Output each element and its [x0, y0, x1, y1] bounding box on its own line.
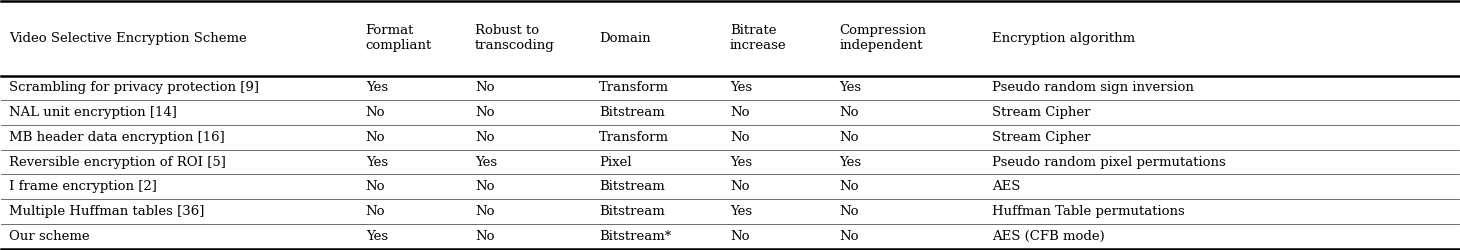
Text: Yes: Yes [365, 156, 388, 168]
Text: Stream Cipher: Stream Cipher [993, 106, 1091, 119]
Text: Transform: Transform [599, 131, 669, 144]
Text: No: No [365, 131, 385, 144]
Text: No: No [474, 180, 495, 193]
Text: AES: AES [993, 180, 1021, 193]
Text: Yes: Yes [730, 156, 752, 168]
Text: Bitstream: Bitstream [599, 106, 664, 119]
Text: No: No [839, 131, 858, 144]
Text: Pseudo random pixel permutations: Pseudo random pixel permutations [993, 156, 1226, 168]
Text: Stream Cipher: Stream Cipher [993, 131, 1091, 144]
Text: Yes: Yes [730, 82, 752, 94]
Text: Yes: Yes [839, 82, 861, 94]
Text: No: No [839, 180, 858, 193]
Text: No: No [730, 106, 749, 119]
Text: Yes: Yes [839, 156, 861, 168]
Text: Reversible encryption of ROI [5]: Reversible encryption of ROI [5] [9, 156, 225, 168]
Text: No: No [365, 205, 385, 218]
Text: Compression
independent: Compression independent [839, 24, 926, 52]
Text: Multiple Huffman tables [36]: Multiple Huffman tables [36] [9, 205, 204, 218]
Text: No: No [474, 230, 495, 243]
Text: No: No [365, 180, 385, 193]
Text: No: No [474, 205, 495, 218]
Text: No: No [730, 131, 749, 144]
Text: Robust to
transcoding: Robust to transcoding [474, 24, 555, 52]
Text: No: No [730, 180, 749, 193]
Text: No: No [839, 205, 858, 218]
Text: I frame encryption [2]: I frame encryption [2] [9, 180, 156, 193]
Text: Yes: Yes [474, 156, 496, 168]
Text: Yes: Yes [730, 205, 752, 218]
Text: Scrambling for privacy protection [9]: Scrambling for privacy protection [9] [9, 82, 258, 94]
Text: No: No [839, 230, 858, 243]
Text: AES (CFB mode): AES (CFB mode) [993, 230, 1105, 243]
Text: Pixel: Pixel [599, 156, 632, 168]
Text: Yes: Yes [365, 82, 388, 94]
Text: No: No [474, 82, 495, 94]
Text: Pseudo random sign inversion: Pseudo random sign inversion [993, 82, 1194, 94]
Text: Domain: Domain [599, 32, 651, 45]
Text: Transform: Transform [599, 82, 669, 94]
Text: Bitstream: Bitstream [599, 180, 664, 193]
Text: Video Selective Encryption Scheme: Video Selective Encryption Scheme [9, 32, 247, 45]
Text: No: No [474, 131, 495, 144]
Text: Bitrate
increase: Bitrate increase [730, 24, 787, 52]
Text: No: No [365, 106, 385, 119]
Text: Huffman Table permutations: Huffman Table permutations [993, 205, 1186, 218]
Text: No: No [730, 230, 749, 243]
Text: Bitstream*: Bitstream* [599, 230, 672, 243]
Text: Our scheme: Our scheme [9, 230, 89, 243]
Text: Bitstream: Bitstream [599, 205, 664, 218]
Text: No: No [839, 106, 858, 119]
Text: Format
compliant: Format compliant [365, 24, 432, 52]
Text: NAL unit encryption [14]: NAL unit encryption [14] [9, 106, 177, 119]
Text: No: No [474, 106, 495, 119]
Text: Yes: Yes [365, 230, 388, 243]
Text: MB header data encryption [16]: MB header data encryption [16] [9, 131, 225, 144]
Text: Encryption algorithm: Encryption algorithm [993, 32, 1136, 45]
